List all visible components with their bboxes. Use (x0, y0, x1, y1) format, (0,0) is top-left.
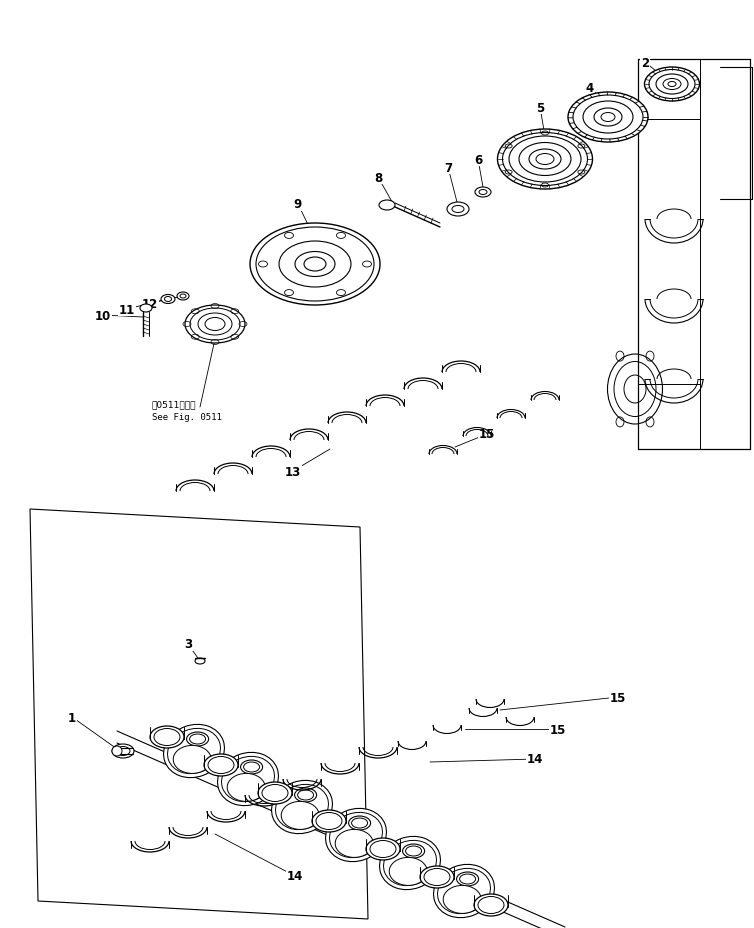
Ellipse shape (195, 658, 205, 664)
Ellipse shape (164, 725, 225, 778)
Text: 10: 10 (95, 309, 111, 322)
Text: 9: 9 (294, 199, 302, 212)
Ellipse shape (186, 732, 209, 746)
Text: 1: 1 (68, 711, 76, 724)
Ellipse shape (140, 304, 152, 313)
Text: See Fig. 0511: See Fig. 0511 (152, 413, 222, 422)
Text: 12: 12 (142, 297, 158, 310)
Ellipse shape (336, 830, 373, 857)
Ellipse shape (112, 744, 134, 758)
Ellipse shape (312, 810, 346, 832)
Ellipse shape (420, 866, 454, 888)
Ellipse shape (271, 780, 333, 833)
Ellipse shape (112, 746, 122, 756)
Text: 図0511図参照: 図0511図参照 (152, 400, 197, 409)
Ellipse shape (258, 782, 292, 805)
Ellipse shape (241, 760, 262, 774)
Text: 5: 5 (536, 101, 544, 114)
Ellipse shape (434, 865, 495, 918)
Ellipse shape (348, 816, 371, 831)
Ellipse shape (204, 754, 238, 776)
Ellipse shape (161, 295, 175, 304)
Text: 6: 6 (474, 153, 482, 166)
Text: 13: 13 (285, 465, 301, 478)
Text: 14: 14 (527, 753, 543, 766)
Text: 2: 2 (641, 57, 649, 70)
Ellipse shape (443, 885, 481, 913)
Ellipse shape (457, 872, 479, 886)
Ellipse shape (379, 200, 395, 211)
Ellipse shape (389, 857, 428, 885)
Ellipse shape (227, 774, 265, 802)
Ellipse shape (498, 130, 593, 190)
Ellipse shape (645, 68, 700, 102)
Ellipse shape (150, 727, 184, 748)
Ellipse shape (366, 838, 400, 860)
Ellipse shape (173, 745, 211, 774)
Ellipse shape (475, 187, 491, 198)
Ellipse shape (281, 802, 319, 830)
Text: 15: 15 (610, 690, 626, 703)
Text: 8: 8 (374, 172, 382, 185)
Ellipse shape (185, 305, 245, 343)
Text: 3: 3 (184, 638, 192, 651)
Ellipse shape (326, 808, 387, 862)
Text: 4: 4 (586, 82, 594, 95)
Ellipse shape (295, 788, 317, 802)
Ellipse shape (403, 844, 425, 858)
Text: 15: 15 (479, 428, 495, 441)
Ellipse shape (474, 894, 508, 916)
Ellipse shape (447, 203, 469, 217)
Ellipse shape (568, 93, 648, 143)
Text: 11: 11 (119, 303, 135, 316)
Ellipse shape (379, 836, 440, 890)
Ellipse shape (250, 224, 380, 305)
Text: 15: 15 (550, 723, 566, 736)
Text: 7: 7 (444, 161, 452, 174)
Text: 14: 14 (287, 870, 303, 883)
Ellipse shape (177, 292, 189, 301)
Ellipse shape (218, 753, 278, 806)
